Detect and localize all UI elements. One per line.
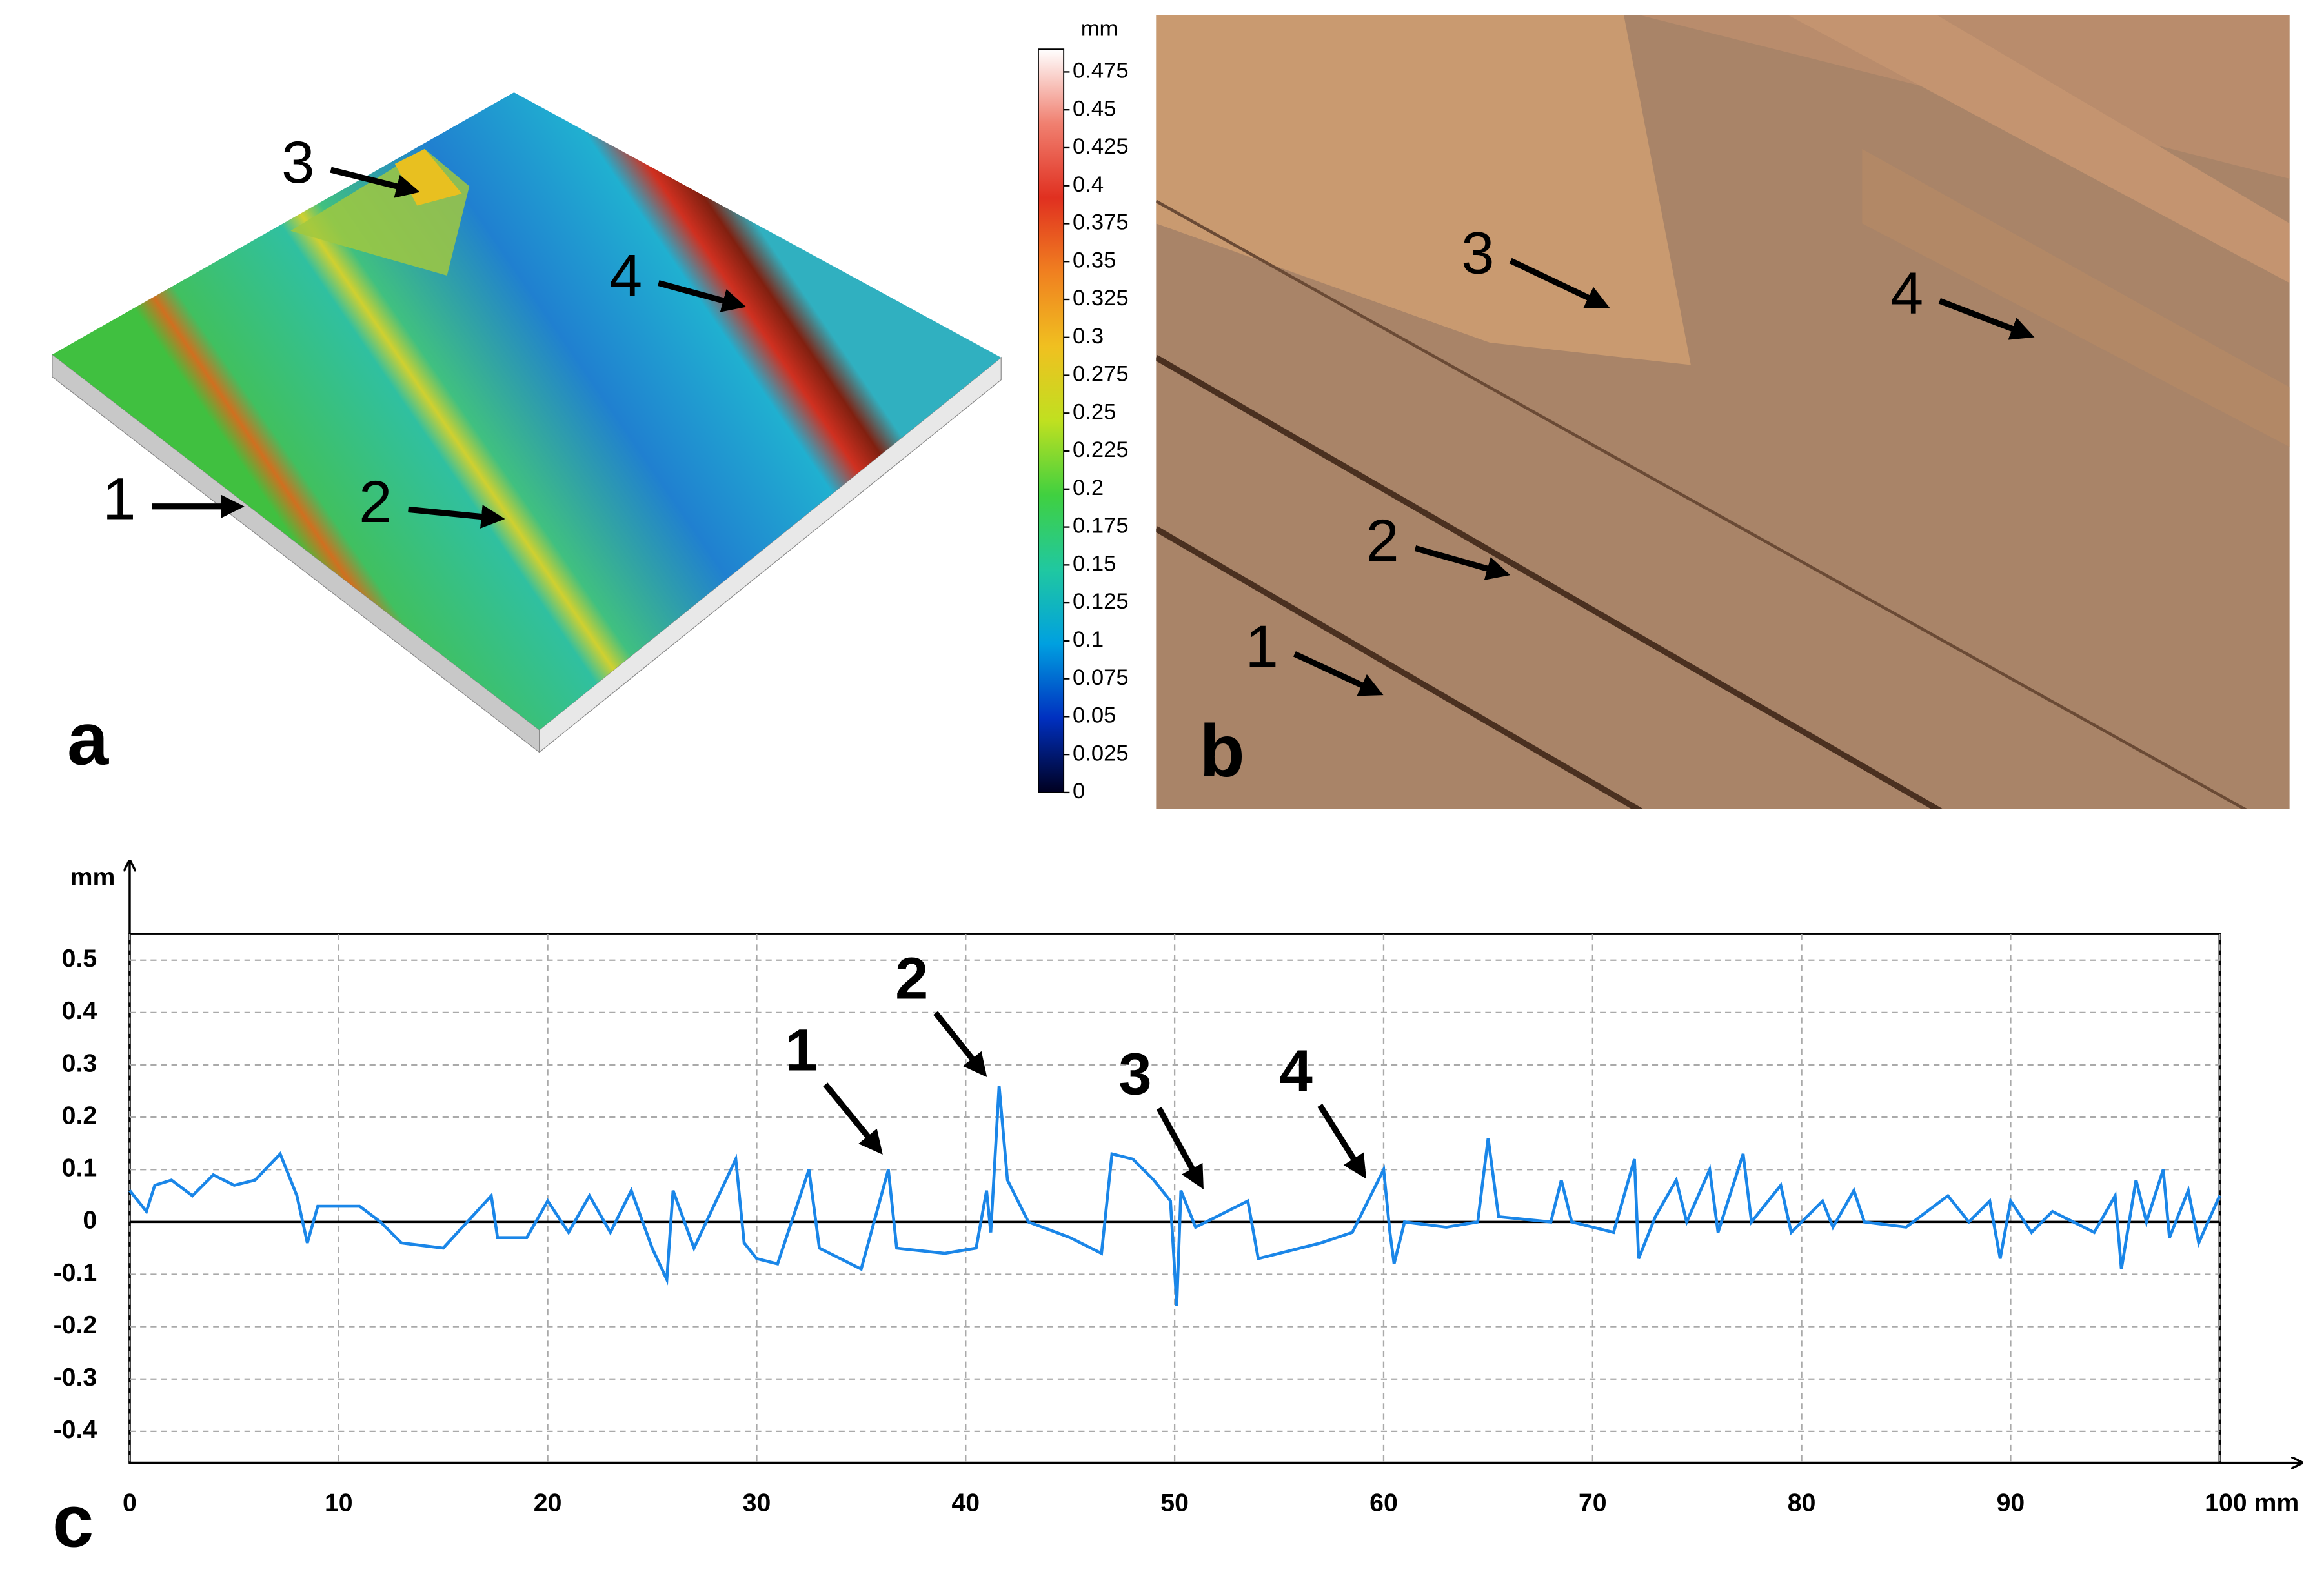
colorbar-tick-label: 0.45 [1073,96,1116,121]
x-tick-label: 70 [1579,1489,1607,1517]
y-axis-label: mm [70,863,116,891]
x-tick-label: 50 [1160,1489,1189,1517]
x-tick-label: 20 [534,1489,562,1517]
annotation: 4 [609,241,642,308]
colorbar-tick-label: 0.325 [1073,286,1129,310]
colorbar-tick-label: 0.4 [1073,172,1104,197]
y-tick-label: -0.4 [54,1415,97,1444]
y-tick-label: 0.5 [62,944,97,973]
annotation-arrow [1938,298,2035,340]
annotation-arrow [1509,258,1610,308]
colorbar-tick-label: 0.375 [1073,210,1129,235]
colorbar-unit: mm [1081,16,1118,41]
colorbar-tick-label: 0.475 [1073,59,1129,83]
colorbar-tick-label: 0.15 [1073,551,1116,576]
colorbar-tick-label: 0.075 [1073,665,1129,690]
annotation: 3 [1461,219,1494,287]
colorbar-tick-label: 0.3 [1073,324,1104,349]
colorbar-tick-label: 0.125 [1073,589,1129,614]
data-line [128,1086,2221,1306]
annotation: 1 [785,1016,818,1084]
annotation: 4 [1890,259,1923,327]
x-tick-label: 100 mm [2205,1489,2299,1517]
annotation-arrow [330,167,420,198]
x-tick-label: 80 [1788,1489,1816,1517]
annotation: 4 [1280,1037,1313,1104]
annotation: 2 [895,945,928,1012]
x-tick-label: 0 [123,1489,137,1517]
annotation-arrow [1156,1107,1204,1190]
annotation-arrow [1317,1104,1367,1179]
x-tick-label: 90 [1997,1489,2025,1517]
annotation-arrow [1414,545,1511,580]
colorbar-tick-label: 0.05 [1073,703,1116,728]
x-tick-label: 10 [325,1489,353,1517]
colorbar-tick-label: 0.35 [1073,248,1116,272]
colorbar-tick-label: 0.425 [1073,134,1129,159]
y-tick-label: 0.2 [62,1102,97,1130]
annotation-arrow [1293,651,1384,696]
colorbar-tick-label: 0.1 [1073,627,1104,652]
annotation-arrow [408,505,505,529]
y-tick-label: 0.1 [62,1154,97,1182]
y-tick-label: 0.4 [62,996,97,1025]
annotation: 3 [1118,1040,1151,1107]
colorbar-tick-label: 0.025 [1073,741,1129,765]
annotation-arrow [823,1082,883,1155]
colorbar [1038,48,1065,793]
colorbar-tick-label: 0.175 [1073,514,1129,538]
colorbar-tick-label: 0 [1073,779,1085,803]
colorbar-tick-label: 0.275 [1073,362,1129,387]
y-tick-label: -0.2 [54,1311,97,1339]
annotation: 1 [103,465,136,532]
y-tick-label: -0.3 [54,1363,97,1391]
panel-label: a [67,698,109,781]
annotation-arrow [658,280,747,312]
photo [1156,15,2290,809]
x-tick-label: 60 [1369,1489,1398,1517]
annotation: 3 [281,128,314,196]
annotation: 2 [359,468,392,535]
panel-label: c [52,1480,94,1562]
colorbar-tick-label: 0.2 [1073,476,1104,500]
y-tick-label: 0 [83,1206,97,1235]
y-tick-label: -0.1 [54,1258,97,1287]
x-tick-label: 40 [951,1489,980,1517]
panel-label: b [1199,710,1245,793]
annotation: 1 [1245,612,1278,680]
surface-3d [52,92,1002,753]
colorbar-tick-label: 0.225 [1073,438,1129,462]
annotation-arrow [933,1011,987,1078]
y-tick-label: 0.3 [62,1049,97,1077]
colorbar-tick-label: 0.25 [1073,399,1116,424]
x-tick-label: 30 [743,1489,771,1517]
annotation: 2 [1366,507,1399,574]
